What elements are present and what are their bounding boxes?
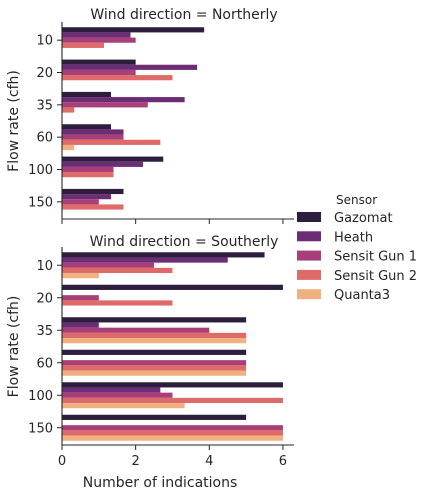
x-axis-label: Number of indications: [83, 475, 238, 491]
y-axis-label: Flow rate (cfh): [6, 70, 22, 172]
legend-label: Gazomat: [334, 211, 393, 226]
bar: [62, 144, 75, 151]
bar: [62, 129, 124, 135]
bar: [62, 414, 247, 420]
bar: [62, 370, 247, 376]
bar: [62, 124, 111, 130]
panel-title: Wind direction = Southerly: [90, 234, 279, 250]
x-tick-label: 0: [58, 454, 66, 469]
x-tick-label: 6: [279, 454, 287, 469]
y-tick-label: 150: [28, 195, 53, 210]
bar: [62, 75, 173, 81]
x-tick-label: 2: [132, 454, 140, 469]
bar: [62, 338, 247, 344]
y-tick-label: 100: [28, 389, 53, 404]
bar: [62, 199, 99, 205]
bar: [62, 166, 114, 173]
bar: [62, 425, 283, 431]
y-tick-label: 35: [36, 98, 53, 113]
bar: [62, 107, 75, 113]
legend-swatch: [297, 269, 321, 280]
bar: [62, 360, 247, 366]
legend-swatch: [297, 289, 321, 300]
bar: [62, 102, 148, 108]
bar: [62, 273, 99, 279]
bar: [62, 262, 155, 268]
bar: [62, 161, 144, 167]
bar: [62, 188, 124, 195]
bar: [62, 59, 136, 65]
y-tick-label: 35: [36, 324, 53, 339]
legend-label: Heath: [334, 230, 373, 245]
bar: [62, 267, 173, 274]
bar: [62, 403, 185, 409]
y-tick-label: 20: [36, 66, 53, 81]
bar: [62, 64, 198, 70]
legend-swatch: [297, 250, 321, 261]
bar: [62, 327, 210, 333]
bar: [62, 69, 136, 76]
bar: [62, 387, 161, 393]
bar: [62, 365, 247, 371]
y-tick-label: 10: [36, 259, 53, 274]
bar: [62, 252, 265, 258]
bar: [62, 322, 99, 328]
bar: [62, 382, 283, 388]
y-tick-label: 60: [36, 356, 53, 371]
legend-swatch: [297, 212, 321, 222]
bar: [62, 204, 124, 210]
bar: [62, 430, 283, 436]
bar: [62, 257, 228, 263]
bar: [62, 194, 111, 200]
y-tick-label: 150: [28, 421, 53, 436]
bar: [62, 134, 124, 140]
bar: [62, 295, 99, 301]
bar: [62, 300, 173, 306]
bar: [62, 435, 283, 441]
legend-label: Sensit Gun 2: [334, 269, 417, 284]
bar: [62, 284, 283, 290]
y-tick-label: 20: [36, 291, 53, 306]
bar: [62, 332, 247, 339]
bar: [62, 349, 247, 355]
bar: [62, 97, 185, 103]
y-tick-label: 10: [36, 34, 53, 49]
bar: [62, 397, 283, 404]
legend-swatch: [297, 231, 321, 242]
bar: [62, 42, 104, 48]
bar: [62, 37, 136, 43]
y-tick-label: 60: [36, 131, 53, 146]
legend-label: Quanta3: [334, 288, 390, 303]
bar: [62, 27, 205, 33]
bar: [62, 156, 164, 162]
bar: [62, 91, 111, 98]
bar: [62, 32, 131, 38]
y-tick-label: 100: [28, 163, 53, 178]
bar: [62, 139, 161, 145]
bar: [62, 172, 114, 178]
x-tick-label: 4: [205, 454, 213, 469]
bar: [62, 317, 247, 323]
legend-title: Sensor: [336, 193, 377, 207]
panel-title: Wind direction = Northerly: [90, 7, 277, 23]
legend-label: Sensit Gun 1: [334, 250, 417, 265]
y-axis-label: Flow rate (cfh): [6, 296, 22, 398]
bar: [62, 392, 173, 398]
